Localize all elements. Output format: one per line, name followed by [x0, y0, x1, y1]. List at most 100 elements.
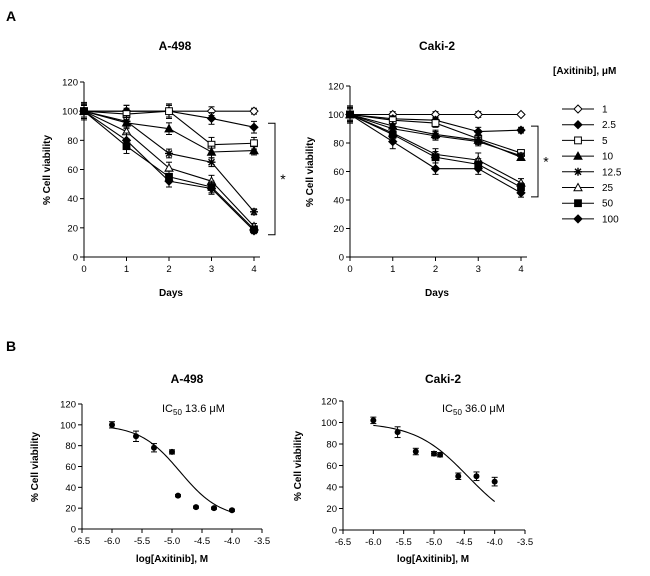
x-tick-label: 1 [390, 264, 395, 275]
data-point [388, 136, 398, 147]
legend-label: 50 [602, 199, 614, 210]
legend-label: 2.5 [602, 120, 616, 131]
data-point [412, 448, 419, 455]
x-tick-label: -5.0 [426, 537, 442, 548]
data-point [211, 505, 217, 512]
y-tick-label: 120 [62, 78, 78, 89]
data-point [169, 448, 175, 455]
x-tick-label: -5.5 [134, 536, 150, 547]
y-tick-label: 20 [326, 504, 337, 515]
x-tick-label: -6.0 [104, 536, 120, 547]
legend-item: 50 [562, 199, 614, 210]
data-point [431, 131, 440, 140]
chart-title: A-498 [171, 372, 204, 386]
y-tick-label: 40 [65, 483, 76, 494]
ic50-subscript: 50 [173, 408, 182, 417]
x-tick-label: -6.5 [74, 536, 90, 547]
y-tick-label: 60 [67, 165, 78, 176]
data-point [517, 151, 525, 160]
x-tick-label: -5.0 [164, 536, 180, 547]
y-axis-label: % Cell viability [30, 432, 41, 502]
legend-item: 10 [562, 151, 614, 163]
data-point [206, 113, 217, 124]
data-point [122, 117, 131, 126]
y-axis-label: % Cell viability [293, 431, 304, 501]
significance-bracket [531, 125, 539, 198]
legend-marker [574, 136, 582, 145]
ic50-value: 13.6 μM [182, 403, 225, 415]
x-tick-label: -6.0 [365, 537, 381, 548]
chart-title: Caki-2 [419, 39, 455, 53]
y-tick-label: 120 [321, 397, 337, 408]
data-point [249, 145, 259, 155]
panel-label-b: B [6, 338, 16, 354]
y-tick-label: 20 [65, 504, 76, 515]
x-tick-label: -4.5 [194, 536, 210, 547]
y-tick-label: 0 [71, 525, 76, 536]
data-point [516, 188, 526, 198]
y-tick-label: 120 [60, 400, 76, 411]
series-25 [79, 101, 259, 231]
data-point [455, 473, 462, 480]
data-point [249, 122, 259, 132]
data-point [473, 109, 483, 120]
legend-marker [573, 119, 583, 130]
ic50-annotation: IC50 36.0 μM [442, 403, 505, 417]
x-tick-label: -5.5 [395, 537, 411, 548]
legend-item: 25 [562, 182, 614, 194]
y-tick-label: 0 [339, 253, 344, 264]
data-point [473, 473, 480, 480]
ic50-annotation: IC50 13.6 μM [162, 403, 225, 417]
data-point [516, 125, 526, 135]
x-tick-label: 4 [518, 264, 523, 275]
ic50-subscript: 50 [453, 408, 462, 417]
legend-item: 1 [562, 104, 608, 116]
data-point [165, 149, 173, 158]
x-tick-label: 2 [433, 264, 438, 275]
fit-curve [373, 424, 496, 502]
y-tick-label: 100 [321, 418, 337, 429]
x-tick-label: 4 [251, 264, 256, 275]
y-tick-label: 80 [326, 440, 337, 451]
series-12-5 [80, 104, 258, 216]
data-point [164, 123, 174, 133]
legend-marker [573, 214, 583, 224]
y-tick-label: 20 [67, 223, 78, 234]
y-tick-label: 40 [326, 483, 337, 494]
chart-title: A-498 [159, 39, 192, 53]
x-tick-label: -4.0 [486, 537, 502, 548]
y-tick-label: 100 [62, 107, 78, 118]
legend-label: 100 [602, 214, 619, 225]
legend-marker [573, 151, 583, 160]
y-tick-label: 60 [333, 167, 344, 178]
legend-item: 2.5 [562, 119, 616, 131]
data-point [175, 492, 181, 499]
y-tick-label: 60 [326, 461, 337, 472]
legend-title: [Axitinib], μM [553, 66, 616, 77]
data-point [133, 433, 139, 440]
x-tick-label: 0 [347, 264, 352, 275]
x-tick-label: 3 [476, 264, 481, 275]
x-axis-label: Days [425, 288, 449, 299]
data-point [193, 504, 199, 511]
data-point [473, 163, 483, 174]
ic50-value: 36.0 μM [462, 403, 505, 415]
data-point [370, 417, 377, 424]
data-point [121, 135, 132, 146]
chart-title: Caki-2 [425, 372, 461, 386]
x-axis-label: Days [159, 288, 183, 299]
x-axis-label: log[Axitinib], M [397, 554, 469, 565]
y-tick-label: 80 [333, 139, 344, 150]
legend-label: 25 [602, 183, 614, 194]
y-tick-label: 0 [332, 526, 337, 537]
x-tick-label: -4.0 [224, 536, 240, 547]
legend-label: 5 [602, 136, 608, 147]
y-axis-label: % Cell viability [42, 135, 53, 205]
significance-star: * [280, 171, 286, 187]
data-point [164, 176, 174, 186]
significance-star: * [543, 154, 549, 170]
data-point [431, 450, 437, 457]
data-point [206, 183, 217, 194]
